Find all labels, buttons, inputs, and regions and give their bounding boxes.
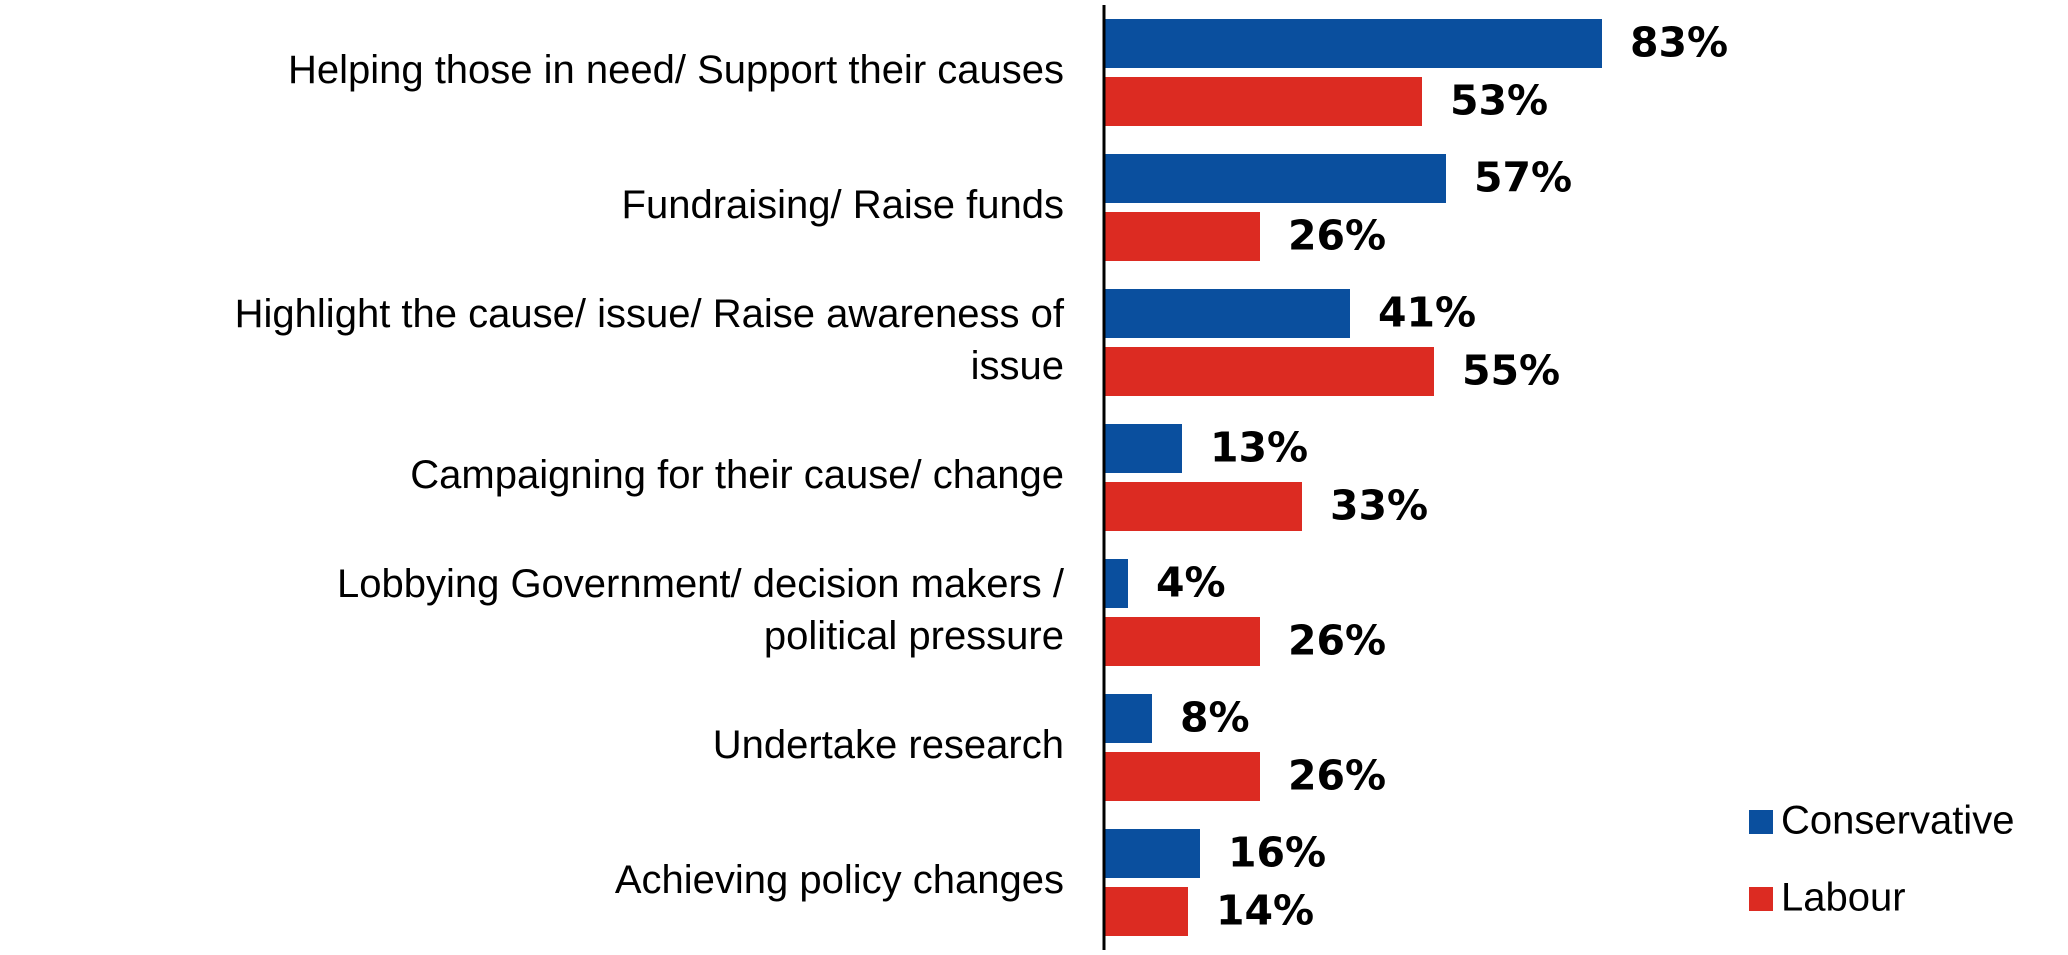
legend-item-labour: Labour: [1749, 876, 1906, 920]
value-label: 26%: [1288, 212, 1386, 260]
category-label-line: political pressure: [764, 614, 1064, 658]
bar-conservative: [1104, 829, 1200, 878]
value-label: 53%: [1450, 77, 1548, 125]
category-labels: Helping those in need/ Support their cau…: [235, 48, 1065, 902]
value-label: 26%: [1288, 752, 1386, 800]
category-label: Undertake research: [713, 723, 1064, 767]
category-label: Lobbying Government/ decision makers / po…: [337, 562, 1065, 658]
value-label: 41%: [1378, 289, 1476, 337]
bar-labour: [1104, 887, 1188, 936]
value-label: 14%: [1216, 887, 1314, 935]
value-label: 55%: [1462, 347, 1560, 395]
bar-labour: [1104, 212, 1260, 261]
bar-labour: [1104, 77, 1422, 126]
bar-labour: [1104, 752, 1260, 801]
category-label: Achieving policy changes: [615, 858, 1064, 902]
bar-conservative: [1104, 289, 1350, 338]
value-label: 26%: [1288, 617, 1386, 665]
legend-item-conservative: Conservative: [1749, 799, 2014, 843]
category-label-line: Achieving policy changes: [615, 858, 1064, 902]
value-label: 16%: [1228, 829, 1326, 877]
category-label-line: Lobbying Government/ decision makers /: [337, 562, 1065, 606]
bar-labour: [1104, 482, 1302, 531]
legend-label: Labour: [1781, 876, 1906, 920]
value-label: 33%: [1330, 482, 1428, 530]
category-label-line: Undertake research: [713, 723, 1064, 767]
value-label: 8%: [1180, 694, 1250, 742]
value-label: 13%: [1210, 424, 1308, 472]
category-label: Campaigning for their cause/ change: [410, 453, 1064, 497]
category-label-line: Highlight the cause/ issue/ Raise awaren…: [235, 292, 1065, 336]
value-label: 57%: [1474, 154, 1572, 202]
bar-labour: [1104, 617, 1260, 666]
value-label: 83%: [1630, 19, 1728, 67]
legend-label: Conservative: [1781, 799, 2014, 843]
legend-swatch: [1749, 810, 1773, 834]
category-label: Fundraising/ Raise funds: [622, 183, 1064, 227]
category-label-line: issue: [971, 344, 1064, 388]
bars: [1104, 19, 1602, 936]
value-label: 4%: [1156, 559, 1226, 607]
bar-conservative: [1104, 559, 1128, 608]
category-label-line: Campaigning for their cause/ change: [410, 453, 1064, 497]
bar-conservative: [1104, 19, 1602, 68]
value-labels: 83% 53% 57% 26% 41% 55% 13% 33% 4% 26% 8% 26% 16% 14%: [1156, 19, 1728, 935]
bar-conservative: [1104, 424, 1182, 473]
category-label: Helping those in need/ Support their cau…: [288, 48, 1064, 92]
bar-labour: [1104, 347, 1434, 396]
bar-conservative: [1104, 154, 1446, 203]
legend: Conservative Labour: [1749, 799, 2014, 920]
category-label-line: Helping those in need/ Support their cau…: [288, 48, 1064, 92]
category-label: Highlight the cause/ issue/ Raise awaren…: [235, 292, 1065, 388]
bar-conservative: [1104, 694, 1152, 743]
category-label-line: Fundraising/ Raise funds: [622, 183, 1064, 227]
legend-swatch: [1749, 887, 1773, 911]
